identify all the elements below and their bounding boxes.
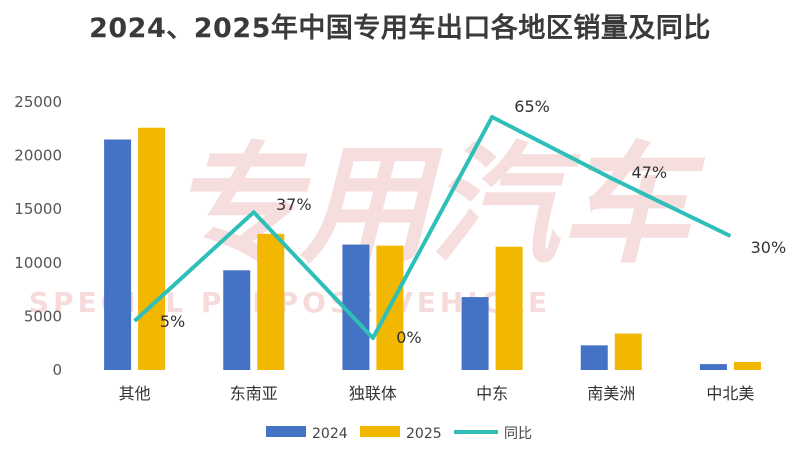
bar-2024 [580, 345, 608, 370]
yoy-data-label: 65% [514, 97, 550, 116]
yoy-data-label: 37% [276, 195, 312, 214]
y-tick-label: 25000 [14, 93, 62, 111]
bar-2025 [495, 246, 523, 370]
yoy-data-label: 30% [751, 238, 787, 257]
y-tick-label: 15000 [14, 200, 62, 218]
yoy-data-label: 47% [631, 163, 667, 182]
legend-swatch-2024 [266, 426, 306, 437]
legend: 2024 2025 同比 [266, 426, 532, 442]
category-label: 中东 [476, 384, 508, 403]
watermark-text: 专用汽车 [170, 129, 706, 281]
bar-2024 [461, 297, 489, 370]
legend-label-2025: 2025 [406, 426, 442, 442]
chart-title: 2024、2025年中国专用车出口各地区销量及同比 [89, 13, 711, 44]
bar-2025 [138, 127, 166, 370]
y-tick-label: 10000 [14, 254, 62, 272]
yoy-line: 5% 37% 0% 65% 47% 30% [133, 97, 787, 347]
y-tick-label: 20000 [14, 147, 62, 165]
category-label: 南美洲 [587, 384, 635, 403]
category-label: 其他 [119, 384, 151, 403]
legend-label-2024: 2024 [312, 426, 348, 442]
category-label: 东南亚 [230, 384, 278, 403]
legend-swatch-2025 [360, 426, 400, 437]
bar-2024 [223, 270, 251, 370]
category-label: 独联体 [349, 384, 397, 403]
y-tick-label: 5000 [24, 307, 62, 325]
bar-2025 [614, 333, 642, 370]
bar-2024 [104, 139, 132, 370]
legend-label-yoy: 同比 [504, 426, 532, 442]
yoy-data-label: 0% [396, 328, 421, 347]
bar-2024 [699, 364, 727, 370]
bar-2025 [257, 233, 285, 370]
bar-2024 [342, 244, 370, 370]
category-labels: 其他 东南亚 独联体 中东 南美洲 中北美 [119, 384, 755, 403]
y-axis: 0 5000 10000 15000 20000 25000 [14, 93, 62, 379]
bar-2025 [733, 361, 761, 370]
yoy-data-label: 5% [160, 312, 185, 331]
bars [104, 127, 761, 370]
y-tick-label: 0 [52, 361, 62, 379]
category-label: 中北美 [706, 384, 754, 403]
yoy-line-path [133, 115, 732, 340]
